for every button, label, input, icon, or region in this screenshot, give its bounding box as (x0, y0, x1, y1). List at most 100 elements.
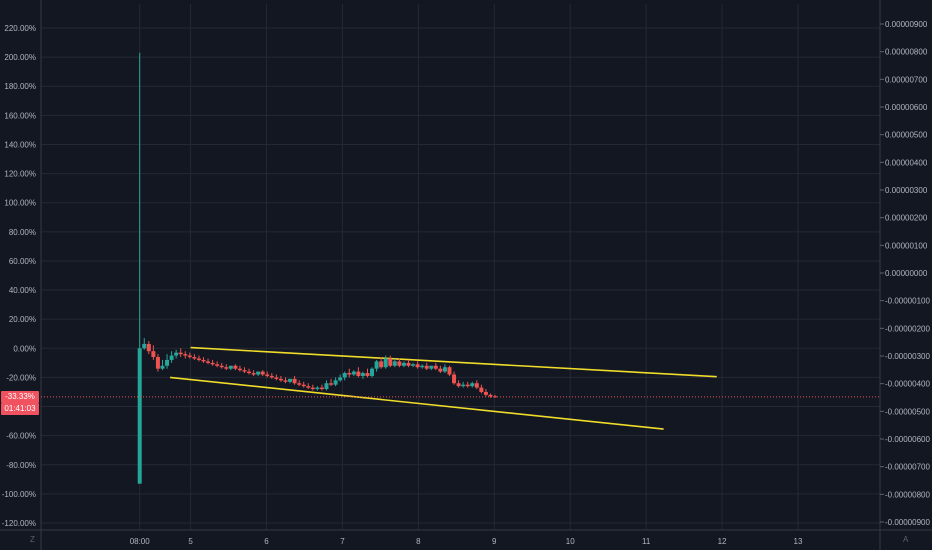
candle-body (165, 359, 170, 366)
left-tick-label: 100.00% (4, 199, 36, 208)
candle-body (415, 364, 420, 368)
candle-body (465, 384, 470, 387)
candle-body (360, 373, 365, 376)
right-tick-label: 0.00000600 (885, 103, 928, 112)
left-tick-label: 40.00% (9, 286, 36, 295)
right-tick-label: -0.00000500 (885, 407, 930, 416)
candle-body (256, 371, 261, 375)
right-tick-label: -0.00000800 (885, 490, 930, 499)
candle-body (155, 357, 160, 369)
left-tick-label: -80.00% (6, 461, 36, 470)
right-tick-label: -0.00000400 (885, 380, 930, 389)
candle-body (201, 359, 206, 362)
candle-body (483, 391, 488, 395)
trendline-group (169, 346, 717, 430)
right-tick-label: -0.00000300 (885, 352, 930, 361)
candle-body (224, 367, 229, 369)
candle-body (411, 364, 416, 366)
candle-body (228, 365, 233, 369)
candle-body (278, 378, 283, 381)
candle-body (310, 387, 315, 390)
candle-body (215, 364, 220, 366)
left-tick-label: 80.00% (9, 228, 36, 237)
left-tick-label: 180.00% (4, 82, 36, 91)
trendline (169, 376, 664, 430)
candle-body (383, 358, 388, 368)
candle-body (388, 358, 393, 366)
candle-body (297, 383, 302, 385)
candle-body (397, 361, 402, 366)
candle-body (338, 377, 343, 381)
candle-body (324, 383, 329, 390)
candle-body (206, 361, 211, 363)
candle-body (456, 383, 461, 387)
candle-body (374, 361, 379, 369)
candle-body (196, 358, 201, 360)
x-tick-label: 08:00 (130, 537, 151, 546)
right-tick-label: 0.00000900 (885, 20, 928, 29)
candle-body (438, 368, 443, 372)
right-tick-label: 0.00000300 (885, 186, 928, 195)
left-tick-label: 160.00% (4, 111, 36, 120)
candle-body (420, 365, 425, 368)
candle-body (342, 373, 347, 378)
candle-body (251, 373, 256, 375)
right-tick-label: -0.00000600 (885, 435, 930, 444)
candle-body (219, 365, 224, 368)
trendline (190, 346, 717, 378)
candle-body (210, 362, 215, 365)
candle-body (447, 367, 452, 375)
x-tick-label: 11 (642, 537, 651, 546)
x-tick-label: 13 (794, 537, 803, 546)
left-tick-label: -40.00% (6, 403, 36, 412)
candle-body (146, 343, 151, 352)
right-tick-label: 0.00000700 (885, 75, 928, 84)
candle-body (247, 371, 252, 374)
candle-body (351, 371, 356, 375)
right-tick-label: 0.00000500 (885, 131, 928, 140)
candle-body (160, 365, 165, 369)
candle-body (470, 383, 475, 387)
left-tick-label: 60.00% (9, 257, 36, 266)
candle-body (274, 377, 279, 379)
left-tick-label: 120.00% (4, 170, 36, 179)
left-tick-label: 140.00% (4, 140, 36, 149)
candle-body (187, 355, 192, 358)
candle-body (356, 371, 361, 376)
candle-body (442, 367, 447, 372)
candle-body (137, 348, 142, 484)
candle-body (174, 352, 179, 356)
grid (41, 4, 880, 530)
candle-body (474, 383, 479, 388)
left-tick-label: 200.00% (4, 53, 36, 62)
left-tick-label: 220.00% (4, 24, 36, 33)
candle-body (433, 365, 438, 369)
candle-body (269, 375, 274, 378)
candle-body (461, 384, 466, 387)
candle-body (183, 354, 188, 356)
right-tick-label: 0.00000200 (885, 214, 928, 223)
candle-body (315, 387, 320, 390)
right-tick-label: -0.00000100 (885, 297, 930, 306)
left-tick-label: -20.00% (6, 373, 36, 382)
candle-body (319, 387, 324, 390)
candle-body (265, 374, 270, 376)
right-tick-label: 0.00000000 (885, 269, 928, 278)
candle-body (192, 357, 197, 359)
candle-body (347, 373, 352, 375)
candle-body (306, 386, 311, 388)
x-tick-label: 5 (188, 537, 193, 546)
left-axis-labels: 220.00% 200.00% 180.00% 160.00% 140.00% 120.0… (2, 24, 36, 528)
right-tick-label: -0.00000900 (885, 518, 930, 527)
candle-body (401, 362, 406, 366)
candle-body (242, 370, 247, 372)
candle-body (479, 387, 484, 392)
candle-body (142, 343, 147, 349)
candle-body (151, 351, 156, 358)
left-tick-label: 0.00% (13, 344, 36, 353)
candle-body (333, 380, 338, 385)
candle-body (406, 362, 411, 366)
candle-body (370, 368, 375, 376)
